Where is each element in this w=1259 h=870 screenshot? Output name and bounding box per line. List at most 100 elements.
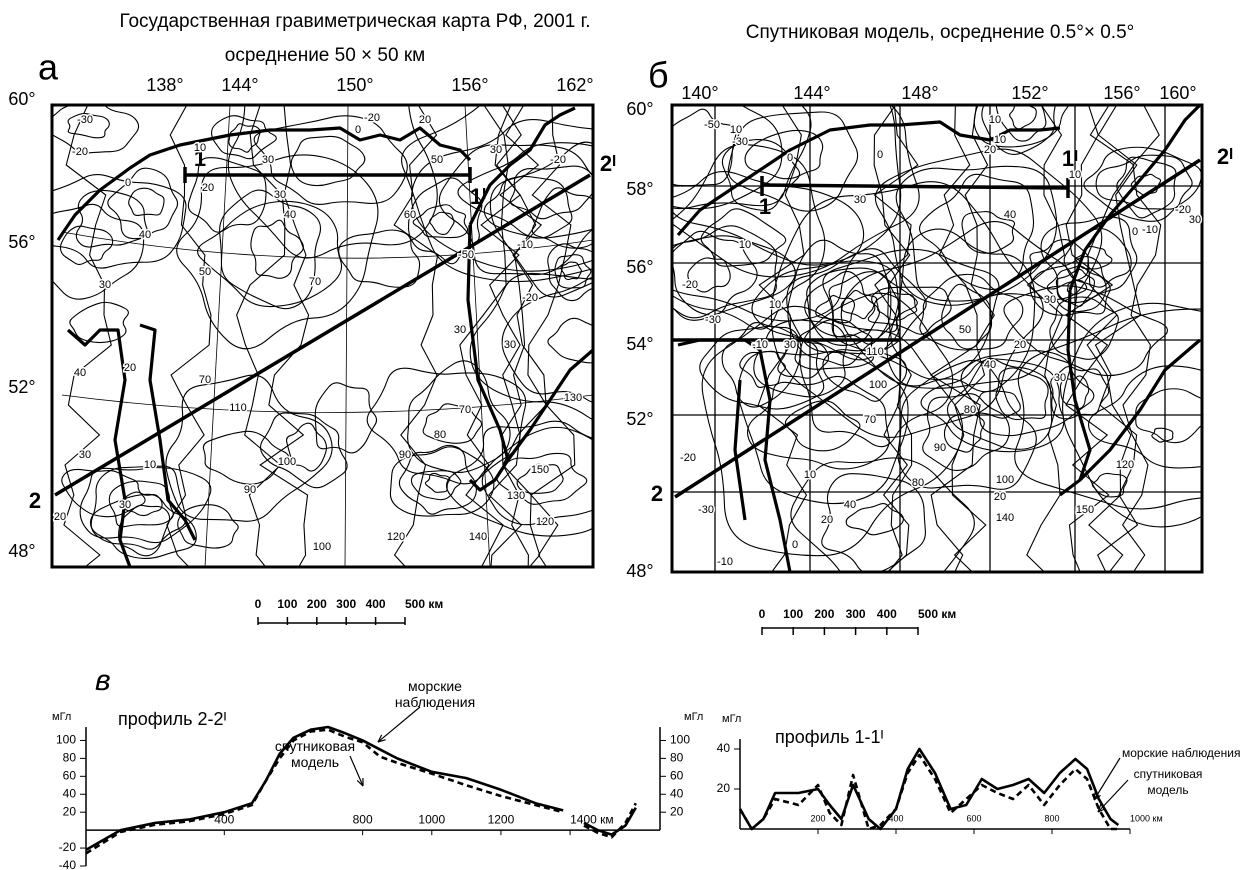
x-tick-label: 200	[810, 813, 825, 823]
x-tick-label: 600	[966, 813, 981, 823]
x-tick-label: 1000	[418, 812, 445, 826]
profile-lines	[55, 160, 1200, 497]
longitude-label: 162°	[556, 75, 593, 95]
map-b-title: Спутниковая модель, осреднение 0.5°× 0.5…	[746, 22, 1134, 43]
y2-tick-label: 60	[670, 768, 684, 782]
contour-line	[339, 230, 420, 287]
y2-tick-label: 80	[670, 751, 684, 765]
contour-label: -20	[364, 112, 380, 124]
profile-label: 2ᴵ	[600, 151, 616, 176]
contour-label: 10	[144, 459, 156, 471]
contour-label: 10	[1069, 169, 1081, 181]
contour-line	[260, 105, 308, 585]
longitude-label: 156°	[451, 75, 488, 95]
contour-label: 10	[994, 134, 1006, 146]
contour-label: 50	[431, 154, 443, 166]
scale-label: 200	[814, 607, 834, 621]
y-tick-label: 40	[717, 741, 731, 755]
contour-label: 10	[769, 299, 781, 311]
contour-label: 10	[804, 469, 816, 481]
contour-line	[555, 255, 591, 288]
contour-line	[33, 175, 186, 269]
contour-label: 30	[1189, 214, 1201, 226]
contour-label: 20	[821, 514, 833, 526]
contour-line	[648, 145, 825, 330]
contour-line	[203, 431, 288, 484]
x-tick-label: 800	[353, 812, 373, 826]
panel-letter: б	[648, 55, 669, 96]
latitude-label: 48°	[626, 561, 653, 581]
series-label: спутниковая модель	[255, 738, 375, 770]
contour-label: 80	[912, 477, 924, 489]
latitude-label: 60°	[626, 99, 653, 119]
figure-canvas: Государственная гравиметрическая карта Р…	[0, 0, 1259, 870]
scale-label: 400	[877, 607, 897, 621]
annotation-arrow	[1094, 758, 1120, 800]
contour-label: 30	[490, 144, 502, 156]
contour-label: 0	[1132, 226, 1138, 238]
contour-label: 30	[119, 499, 131, 511]
contour-label: 140	[469, 531, 487, 543]
contour-label: -10	[752, 339, 768, 351]
contour-label: 70	[199, 374, 211, 386]
latitude-label: 60°	[8, 89, 35, 109]
y-tick-label: 100	[56, 733, 76, 747]
series-label: морские наблюдения	[380, 678, 490, 710]
y-tick-label: -40	[59, 858, 77, 870]
contour-label: 0	[125, 177, 131, 189]
contour-label: 40	[844, 499, 856, 511]
contour-label: -30	[705, 314, 721, 326]
contour-line	[548, 318, 614, 363]
contour-line	[28, 204, 144, 299]
y-tick-label: 80	[63, 751, 77, 765]
contour-label: 150	[531, 464, 549, 476]
x-tick-label: 1200	[488, 812, 515, 826]
scale-label: 300	[846, 607, 866, 621]
scale-label: 400	[366, 597, 386, 611]
contour-label: 130	[564, 392, 582, 404]
longitude-label: 140°	[681, 83, 718, 103]
contour-line	[129, 188, 164, 215]
contour-label: -20	[682, 279, 698, 291]
contour-line	[198, 201, 342, 306]
contour-label: -50	[458, 249, 474, 261]
contour-label: -10	[1142, 224, 1158, 236]
y-tick-label: -20	[59, 840, 77, 854]
x-tick-label: 1400 км	[570, 812, 614, 826]
profile-curve	[740, 749, 1118, 829]
contour-label: 120	[387, 531, 405, 543]
contour-label: 40	[139, 229, 151, 241]
contour-line	[532, 188, 609, 248]
contour-label: 0	[877, 149, 883, 161]
chart-title: профиль 2-2ᴵ	[118, 709, 227, 729]
contour-label: 40	[1004, 209, 1016, 221]
longitude-label: 144°	[221, 75, 258, 95]
contour-label: -20	[680, 452, 696, 464]
contour-line	[291, 136, 365, 185]
contour-line	[1010, 104, 1037, 129]
contour-label: -50	[704, 119, 720, 131]
contour-label: 70	[309, 276, 321, 288]
contour-label: 20	[202, 182, 214, 194]
scale-label: 100	[783, 607, 803, 621]
contour-label: 60	[404, 209, 416, 221]
profile-label: 1ᴵ	[1062, 146, 1078, 171]
contour-label: 100	[996, 474, 1014, 486]
longitude-label: 148°	[901, 83, 938, 103]
contour-label: -20	[72, 146, 88, 158]
panel-letter: в	[95, 664, 111, 697]
contour-label: -10	[517, 239, 533, 251]
contour-line	[1027, 105, 1065, 585]
contour-line	[1087, 105, 1134, 585]
contour-label: 80	[964, 404, 976, 416]
contour-label: 140	[996, 512, 1014, 524]
series-label: спутниковая модель	[1130, 766, 1206, 798]
y2-tick-label: 20	[670, 804, 684, 818]
scale-label: 500 км	[405, 597, 443, 611]
contour-label: 90	[399, 449, 411, 461]
longitude-label: 138°	[146, 75, 183, 95]
contour-label: 30	[784, 339, 796, 351]
contour-label: 100	[278, 456, 296, 468]
longitude-label: 144°	[793, 83, 830, 103]
y2-tick-label: 100	[670, 733, 690, 747]
